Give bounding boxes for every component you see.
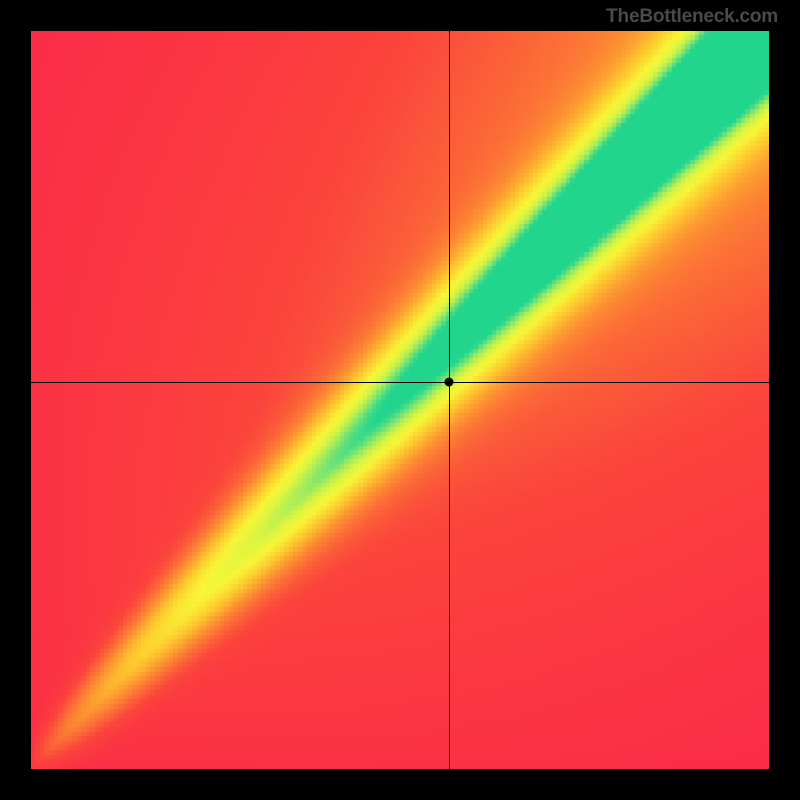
crosshair-marker bbox=[445, 377, 454, 386]
crosshair-horizontal bbox=[31, 382, 769, 383]
watermark-text: TheBottleneck.com bbox=[606, 6, 778, 28]
crosshair-vertical bbox=[449, 31, 450, 769]
heatmap-canvas bbox=[31, 31, 769, 769]
heatmap-plot-area bbox=[31, 31, 769, 769]
